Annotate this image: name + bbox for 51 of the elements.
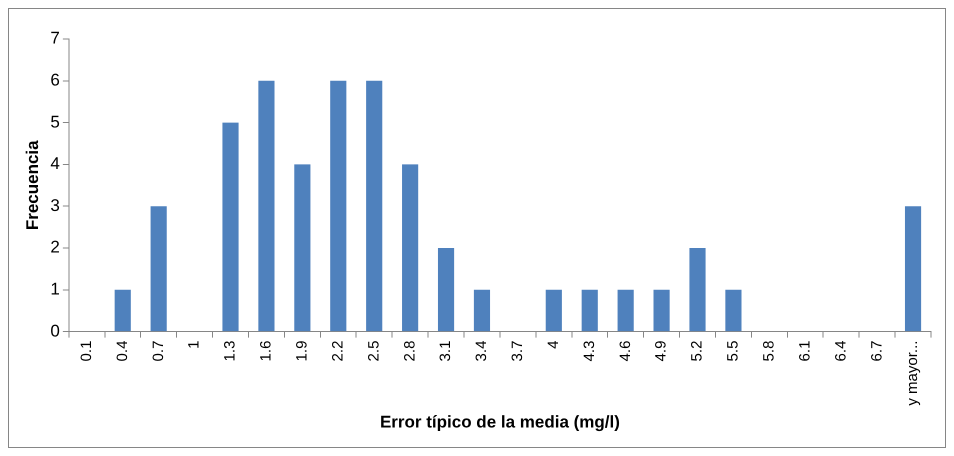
y-tick-label: 2 (50, 238, 60, 257)
x-tick-label: 0.4 (114, 340, 131, 362)
x-tick-label: 1 (186, 340, 203, 349)
x-tick-label: 6.1 (796, 340, 814, 362)
y-tick-label: 5 (50, 112, 60, 132)
x-tick-label: y mayor... (904, 340, 922, 406)
bar (582, 290, 598, 332)
bar (258, 80, 275, 332)
x-tick-label: 2.5 (365, 340, 382, 362)
y-tick-label: 7 (50, 28, 60, 48)
bar (618, 290, 634, 332)
bar (689, 248, 706, 332)
x-tick-label: 6.4 (832, 340, 850, 362)
bar (546, 290, 562, 332)
x-tick-label: 0.1 (78, 340, 95, 362)
x-tick-label: 5.8 (760, 340, 778, 362)
bar (904, 206, 922, 332)
bar (402, 164, 418, 332)
y-tick-label: 0 (50, 321, 60, 340)
bar (366, 80, 382, 332)
bar (222, 122, 239, 332)
x-tick-label: 6.7 (868, 340, 886, 362)
x-tick-label: 4 (544, 340, 562, 349)
y-tick-label: 6 (50, 70, 60, 90)
x-tick-label: 3.4 (473, 340, 490, 362)
x-tick-label: 4.3 (580, 340, 598, 362)
x-tick-label: 4.6 (616, 340, 634, 362)
x-tick-label: 3.7 (509, 340, 526, 362)
x-tick-label: 1.3 (222, 340, 239, 362)
x-axis-title: Error típico de la media (mg/l) (380, 412, 620, 432)
x-tick-label: 5.5 (724, 340, 742, 362)
bar (150, 206, 167, 332)
y-tick-label: 4 (50, 154, 60, 174)
y-tick-label: 1 (50, 279, 60, 298)
x-tick-label: 4.9 (652, 340, 670, 362)
bar (474, 290, 490, 332)
x-tick-label: 2.2 (329, 340, 346, 362)
y-axis-title: Frecuencia (22, 140, 42, 230)
bar (653, 290, 670, 332)
x-tick-label: 3.1 (437, 340, 454, 362)
x-tick-label: 2.8 (401, 340, 418, 362)
bar (438, 248, 454, 332)
bar (725, 290, 742, 332)
bar (114, 290, 131, 332)
x-tick-label: 1.6 (258, 340, 275, 362)
y-tick-label: 3 (50, 196, 60, 215)
bar (330, 80, 346, 332)
bar (294, 164, 310, 332)
x-tick-label: 5.2 (688, 340, 706, 362)
x-tick-label: 1.9 (293, 340, 310, 362)
x-tick-label: 0.7 (150, 340, 167, 362)
